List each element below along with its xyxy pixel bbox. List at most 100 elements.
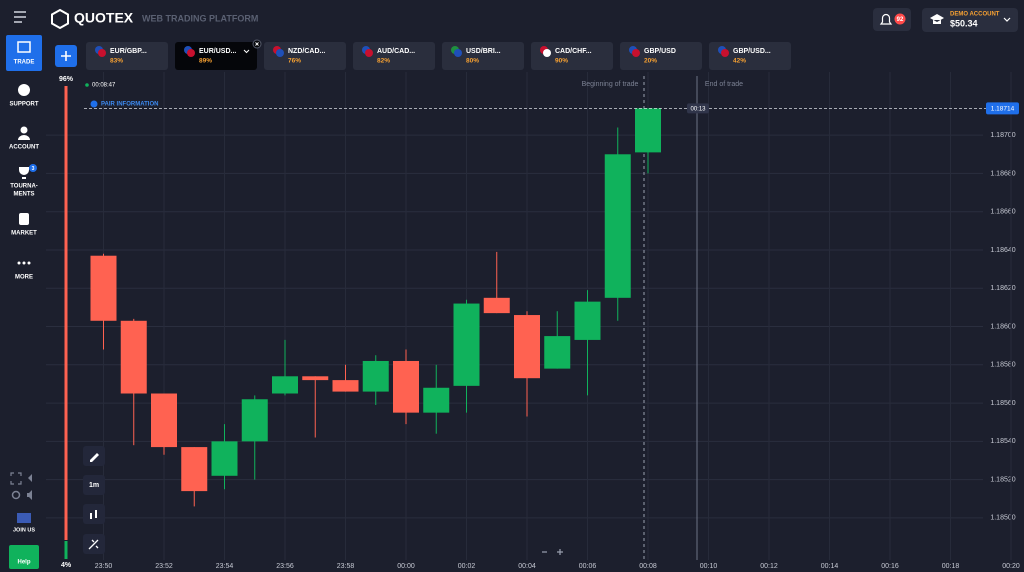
asset-tab[interactable] [264, 42, 346, 70]
asset-tab[interactable] [86, 42, 168, 70]
sidebar-label[interactable]: MARKET [11, 231, 37, 237]
settings-icon[interactable] [11, 490, 21, 500]
join-us[interactable]: JOIN US [13, 527, 35, 533]
chart: 1.18500 1.18520 1.18540 1.18560 1.18580 1.186… [46, 72, 1020, 570]
asset-payout: 76% [288, 58, 301, 65]
sidebar-label[interactable]: MORE [15, 275, 33, 281]
asset-name: GBP/USD... [733, 48, 771, 55]
indicator-icon [88, 539, 99, 550]
notification-badge [894, 13, 906, 25]
close-icon [255, 42, 259, 46]
asset-tab[interactable] [620, 42, 702, 70]
candle-body [514, 315, 540, 379]
candle-body [120, 320, 147, 394]
more-icon[interactable] [17, 261, 31, 265]
x-tick-label: 00:12 [760, 563, 778, 570]
asset-name: USD/BRI... [466, 48, 501, 55]
balance: $50.34 [950, 18, 978, 28]
asset-payout: 42% [733, 58, 746, 65]
dropdown-icon[interactable] [243, 49, 250, 54]
flag-icon [187, 49, 195, 57]
help-button[interactable] [9, 545, 39, 569]
sentiment-up [64, 86, 68, 540]
down-share: 4% [61, 562, 72, 569]
fullscreen-icon[interactable] [10, 472, 22, 485]
y-tick-label: 1.18560 [990, 400, 1015, 407]
sidebar-label[interactable]: MENTS [14, 192, 35, 198]
plus-icon [61, 51, 71, 61]
trade-button[interactable] [6, 35, 42, 71]
candle-body [635, 108, 661, 153]
join-us-flag[interactable] [17, 513, 31, 523]
clock: 00:08:47 [92, 83, 116, 89]
sidebar-label[interactable]: SUPPORT [9, 102, 38, 108]
collapse-icon[interactable] [28, 474, 32, 482]
asset-name: EUR/USD... [199, 48, 236, 55]
y-tick-label: 1.18620 [990, 285, 1015, 292]
tool-button[interactable] [83, 475, 105, 495]
y-tick-label: 1.18520 [990, 476, 1015, 483]
y-tick-label: 1.18600 [990, 323, 1015, 330]
candle-body [423, 387, 450, 413]
account-label: DEMO ACCOUNT [950, 12, 1000, 18]
asset-tab[interactable] [353, 42, 435, 70]
support-icon[interactable] [18, 84, 30, 96]
account-button[interactable] [922, 8, 1018, 32]
menu-button[interactable] [14, 11, 26, 23]
help-label[interactable]: Help [17, 560, 30, 566]
account-icon[interactable] [20, 126, 28, 134]
flag-icon [276, 49, 284, 57]
logo: QUOTEX [74, 10, 134, 26]
x-tick-label: 00:20 [1002, 563, 1020, 570]
x-tick-label: 00:06 [579, 563, 597, 570]
y-tick-label: 1.18680 [990, 170, 1015, 177]
zoom-in[interactable] [557, 549, 563, 555]
x-tick-label: 00:16 [881, 563, 899, 570]
sidebar-label[interactable]: TOURNA- [10, 184, 38, 190]
x-tick-label: 00:04 [518, 563, 536, 570]
tool-button[interactable] [83, 504, 105, 524]
flag-icon [454, 49, 462, 57]
x-tick-label: 00:10 [700, 563, 718, 570]
asset-tab[interactable] [531, 42, 613, 70]
market-icon[interactable] [19, 213, 29, 225]
info-icon[interactable] [90, 100, 98, 108]
y-tick-label: 1.18640 [990, 247, 1015, 254]
asset-payout: 89% [199, 58, 212, 65]
x-tick-label: 00:14 [821, 563, 839, 570]
sidebar-label[interactable]: ACCOUNT [9, 145, 39, 151]
subtitle: WEB TRADING PLATFORM [142, 13, 258, 23]
candle-body [393, 360, 419, 413]
bell-icon [879, 13, 893, 25]
up-share: 96% [59, 76, 74, 83]
asset-name: GBP/USD [644, 48, 676, 55]
notification-count: 92 [897, 17, 904, 23]
trade-icon [17, 41, 31, 53]
x-tick-label: 00:08 [639, 563, 657, 570]
candle-body [604, 154, 631, 298]
tournaments-icon[interactable] [19, 167, 29, 179]
sidebar-label: TRADE [14, 60, 35, 66]
asset-name: AUD/CAD... [377, 48, 415, 55]
candle-body [181, 447, 208, 492]
asset-tab[interactable] [709, 42, 791, 70]
tournaments-badge-count: 3 [32, 166, 35, 172]
sound-icon[interactable] [27, 490, 32, 500]
asset-tab[interactable] [175, 42, 257, 70]
pair-info[interactable]: PAIR INFORMATION [101, 102, 158, 108]
asset-name: NZD/CAD... [288, 48, 325, 55]
y-tick-label: 1.18540 [990, 438, 1015, 445]
chart-type-icon [90, 510, 97, 519]
chevron [1003, 17, 1011, 22]
asset-tab[interactable] [442, 42, 524, 70]
sentiment-down [64, 541, 68, 559]
timeframe[interactable]: 1m [89, 482, 99, 489]
asset-name: EUR/GBP... [110, 48, 147, 55]
candle-body [241, 399, 268, 442]
candle-body [574, 301, 601, 340]
candle-body [483, 297, 510, 314]
pencil-icon [90, 453, 99, 462]
y-tick-label: 1.18580 [990, 362, 1015, 369]
beginning-of-trade: Beginning of trade [582, 81, 639, 88]
